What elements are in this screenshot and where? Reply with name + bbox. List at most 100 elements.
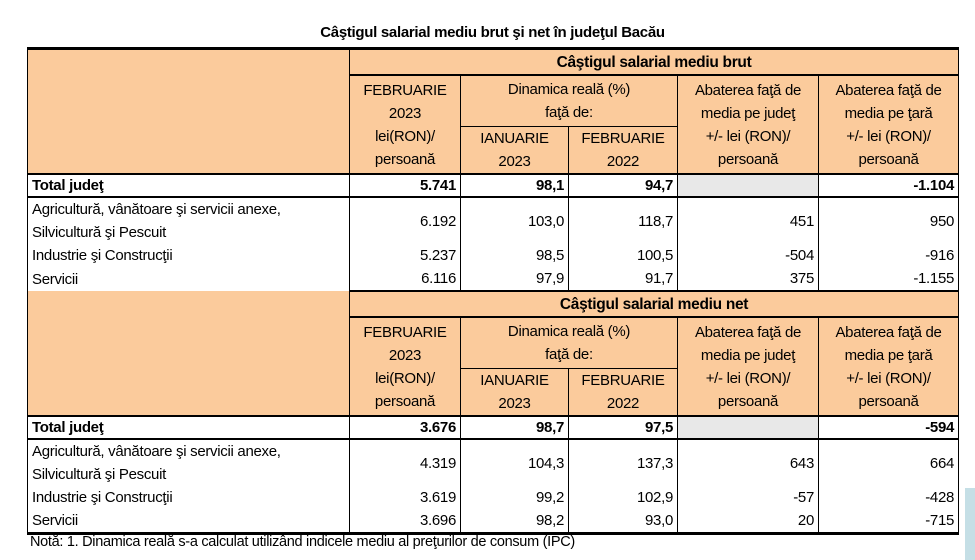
- cell: 6.116: [349, 267, 461, 291]
- row-label-line: Industrie şi Construcţii: [32, 247, 173, 264]
- header-line: 2022: [606, 395, 640, 412]
- cell: -57: [677, 486, 819, 509]
- table-row: Agricultură, vânătoare şi servicii anexe…: [27, 439, 960, 486]
- row-label: Agricultură, vânătoare şi servicii anexe…: [27, 197, 350, 244]
- cell: 91,7: [568, 267, 678, 291]
- cell: -715: [817, 509, 960, 534]
- header-februarie-2022: FEBRUARIE 2022: [568, 368, 678, 416]
- header-line: FEBRUARIE: [363, 81, 447, 99]
- header-line: persoană: [858, 392, 919, 410]
- row-label-line: Agricultură, vânătoare şi servicii anexe…: [32, 443, 281, 460]
- header-line: Abaterea faţă de: [694, 81, 802, 99]
- header-line: 2022: [606, 153, 640, 170]
- total-row: Total judeţ 3.676 98,7 97,5 -594: [27, 415, 960, 440]
- row-label: Industrie şi Construcţii: [27, 244, 350, 267]
- header-line: FEBRUARIE: [581, 130, 665, 147]
- cell: -1.155: [817, 267, 960, 291]
- cell: [677, 173, 819, 198]
- header-line: Dinamica reală (%): [507, 323, 631, 340]
- row-label: Agricultură, vânătoare şi servicii anexe…: [27, 439, 350, 486]
- header-dinamica: Dinamica reală (%) faţă de:: [460, 317, 678, 369]
- header-line: Abaterea faţă de: [694, 323, 802, 341]
- row-label-line: Agricultură, vânătoare şi servicii anexe…: [32, 201, 281, 218]
- cell: 103,0: [460, 197, 569, 244]
- row-label-line: Servicii: [32, 512, 78, 529]
- header-line: 2023: [388, 346, 422, 364]
- table-row: Industrie şi Construcţii 5.237 98,5 100,5-…: [27, 244, 960, 267]
- cell: -916: [817, 244, 960, 267]
- cell: 375: [677, 267, 819, 291]
- table-row: Servicii 3.696 98,2 93,0 20 -715: [27, 509, 960, 534]
- header-line: lei(RON)/: [375, 369, 435, 387]
- header-feb2023: FEBRUARIE 2023 lei(RON)/ persoană: [349, 75, 461, 174]
- cell: -504: [677, 244, 819, 267]
- cell: 664: [817, 439, 960, 486]
- cell: -594: [817, 415, 960, 440]
- section-title: Câştigul salarial mediu net: [348, 290, 960, 318]
- cell: 3.619: [349, 486, 461, 509]
- header-line: persoană: [717, 150, 779, 168]
- cell: 20: [677, 509, 819, 534]
- header-line: +/- lei (RON)/: [705, 369, 791, 387]
- header-line: +/- lei (RON)/: [846, 127, 931, 145]
- salary-table: Câştigul salarial mediu brut FEBRUARIE 20…: [27, 47, 960, 535]
- table-row: Servicii 6.116 97,9 91,7 375 -1.155: [27, 267, 960, 291]
- row-label: Servicii: [27, 509, 350, 534]
- cell: [677, 415, 819, 440]
- header-line: +/- lei (RON)/: [846, 369, 931, 387]
- header-line: Abaterea faţă de: [835, 323, 942, 341]
- row-label-line: Servicii: [32, 270, 78, 288]
- cell: 93,0: [568, 509, 678, 534]
- header-line: faţă de:: [545, 346, 593, 363]
- cell: 98,5: [460, 244, 569, 267]
- header-line: FEBRUARIE: [363, 323, 447, 341]
- cell: 98,1: [460, 173, 569, 198]
- header-line: IANUARIE: [480, 130, 549, 147]
- row-label-line: Silvicultură şi Pescuit: [32, 466, 166, 483]
- header-blank: [27, 47, 350, 175]
- header-abatere-judet: Abaterea faţă de media pe judeţ +/- lei (R…: [677, 317, 819, 416]
- cell: 102,9: [568, 486, 678, 509]
- cell: 97,9: [460, 267, 569, 291]
- header-line: persoană: [858, 150, 919, 168]
- header-line: media pe judeţ: [700, 346, 796, 364]
- cell: 4.319: [349, 439, 461, 486]
- cell: 97,5: [568, 415, 678, 440]
- header-ianuarie-2023: IANUARIE 2023: [460, 126, 569, 174]
- cell: 94,7: [568, 173, 678, 198]
- header-line: persoană: [374, 150, 436, 168]
- section-title: Câştigul salarial mediu brut: [348, 47, 960, 76]
- table-row: Agricultură, vânătoare şi servicii anexe…: [27, 197, 960, 244]
- table-row: Industrie şi Construcţii 3.619 99,2 102,9-…: [27, 486, 960, 509]
- cell: 99,2: [460, 486, 569, 509]
- cell: 137,3: [568, 439, 678, 486]
- cell: 5.741: [349, 173, 461, 198]
- header-line: Abaterea faţă de: [835, 81, 942, 99]
- header-line: Dinamica reală (%): [507, 81, 631, 98]
- header-line: IANUARIE: [480, 372, 549, 389]
- section-header-row: Câştigul salarial mediu net: [27, 290, 960, 417]
- header-line: 2023: [498, 153, 531, 170]
- header-ianuarie-2023: IANUARIE 2023: [460, 368, 569, 416]
- header-line: media pe ţară: [844, 104, 933, 122]
- cell: 643: [677, 439, 819, 486]
- header-line: persoană: [374, 392, 436, 410]
- header-abatere-tara: Abaterea faţă de media pe ţară +/- lei (RO…: [817, 317, 960, 416]
- cell: -1.104: [817, 173, 960, 198]
- header-line: lei(RON)/: [375, 127, 435, 145]
- cell: 3.696: [349, 509, 461, 534]
- cell: 98,2: [460, 509, 569, 534]
- row-label-line: Silvicultură şi Pescuit: [32, 224, 166, 241]
- header-line: media pe judeţ: [700, 104, 796, 122]
- cell: 5.237: [349, 244, 461, 267]
- cell: 3.676: [349, 415, 461, 440]
- header-februarie-2022: FEBRUARIE 2022: [568, 126, 678, 174]
- total-row: Total judeţ 5.741 98,1 94,7 -1.104: [27, 173, 960, 198]
- cell: 6.192: [349, 197, 461, 244]
- cell: 98,7: [460, 415, 569, 440]
- side-panel-edge: [965, 488, 975, 560]
- footnote: Notă: 1. Dinamica reală s-a calculat uti…: [30, 534, 575, 550]
- row-label: Total judeţ: [27, 173, 350, 198]
- header-line: FEBRUARIE: [581, 372, 665, 389]
- cell: -428: [817, 486, 960, 509]
